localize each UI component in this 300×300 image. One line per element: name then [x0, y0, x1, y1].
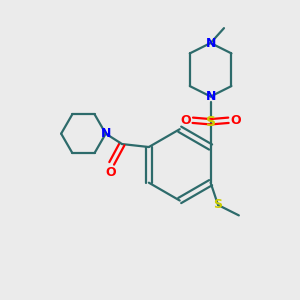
Text: N: N — [100, 127, 111, 140]
Text: O: O — [231, 114, 241, 127]
Text: S: S — [214, 199, 223, 212]
Text: S: S — [206, 115, 216, 129]
Text: O: O — [180, 114, 191, 127]
Text: N: N — [206, 90, 216, 103]
Text: N: N — [206, 37, 216, 50]
Text: O: O — [105, 166, 116, 179]
